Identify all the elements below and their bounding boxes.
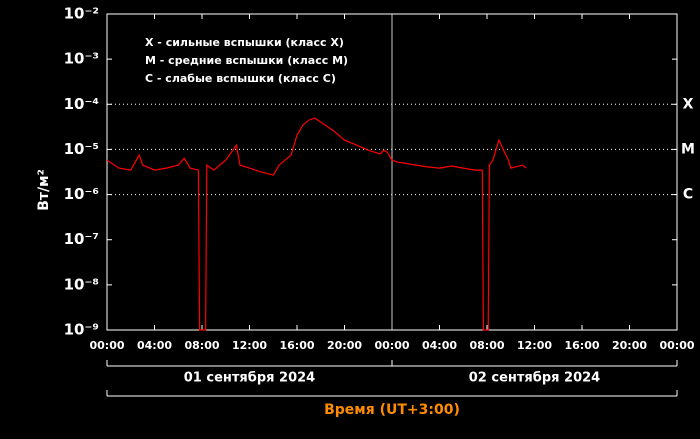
- x-tick-label: 16:00: [279, 339, 314, 352]
- legend-text: M - средние вспышки (класс M): [145, 54, 348, 67]
- x-tick-label: 00:00: [659, 339, 694, 352]
- level-label: X: [683, 96, 694, 112]
- y-tick-label: 10⁻³: [64, 50, 99, 68]
- date-label: 02 сентября 2024: [469, 371, 600, 386]
- level-label: M: [681, 141, 695, 157]
- y-tick-label: 10⁻⁷: [64, 230, 99, 248]
- x-tick-label: 12:00: [517, 339, 552, 352]
- y-tick-label: 10⁻⁶: [64, 185, 99, 203]
- y-axis-label: Вт/м²: [36, 169, 52, 210]
- y-tick-label: 10⁻²: [64, 5, 99, 23]
- y-tick-label: 10⁻⁵: [64, 140, 99, 158]
- x-tick-label: 08:00: [184, 339, 219, 352]
- y-tick-label: 10⁻⁹: [64, 321, 99, 339]
- flux-line: [106, 117, 527, 331]
- x-tick-label: 08:00: [469, 339, 504, 352]
- x-tick-label: 00:00: [374, 339, 409, 352]
- legend-text: C - слабые вспышки (класс C): [145, 72, 336, 85]
- x-tick-label: 04:00: [422, 339, 457, 352]
- legend-text: X - сильные вспышки (класс X): [145, 36, 344, 49]
- x-tick-label: 12:00: [232, 339, 267, 352]
- x-tick-label: 00:00: [89, 339, 124, 352]
- x-tick-label: 04:00: [137, 339, 172, 352]
- x-tick-label: 20:00: [327, 339, 362, 352]
- date-label: 01 сентября 2024: [184, 371, 315, 386]
- x-tick-label: 16:00: [564, 339, 599, 352]
- y-tick-label: 10⁻⁴: [64, 95, 99, 113]
- y-tick-label: 10⁻⁸: [64, 275, 99, 293]
- level-label: C: [683, 187, 693, 203]
- x-axis-label: Время (UT+3:00): [324, 402, 460, 418]
- x-tick-label: 20:00: [612, 339, 647, 352]
